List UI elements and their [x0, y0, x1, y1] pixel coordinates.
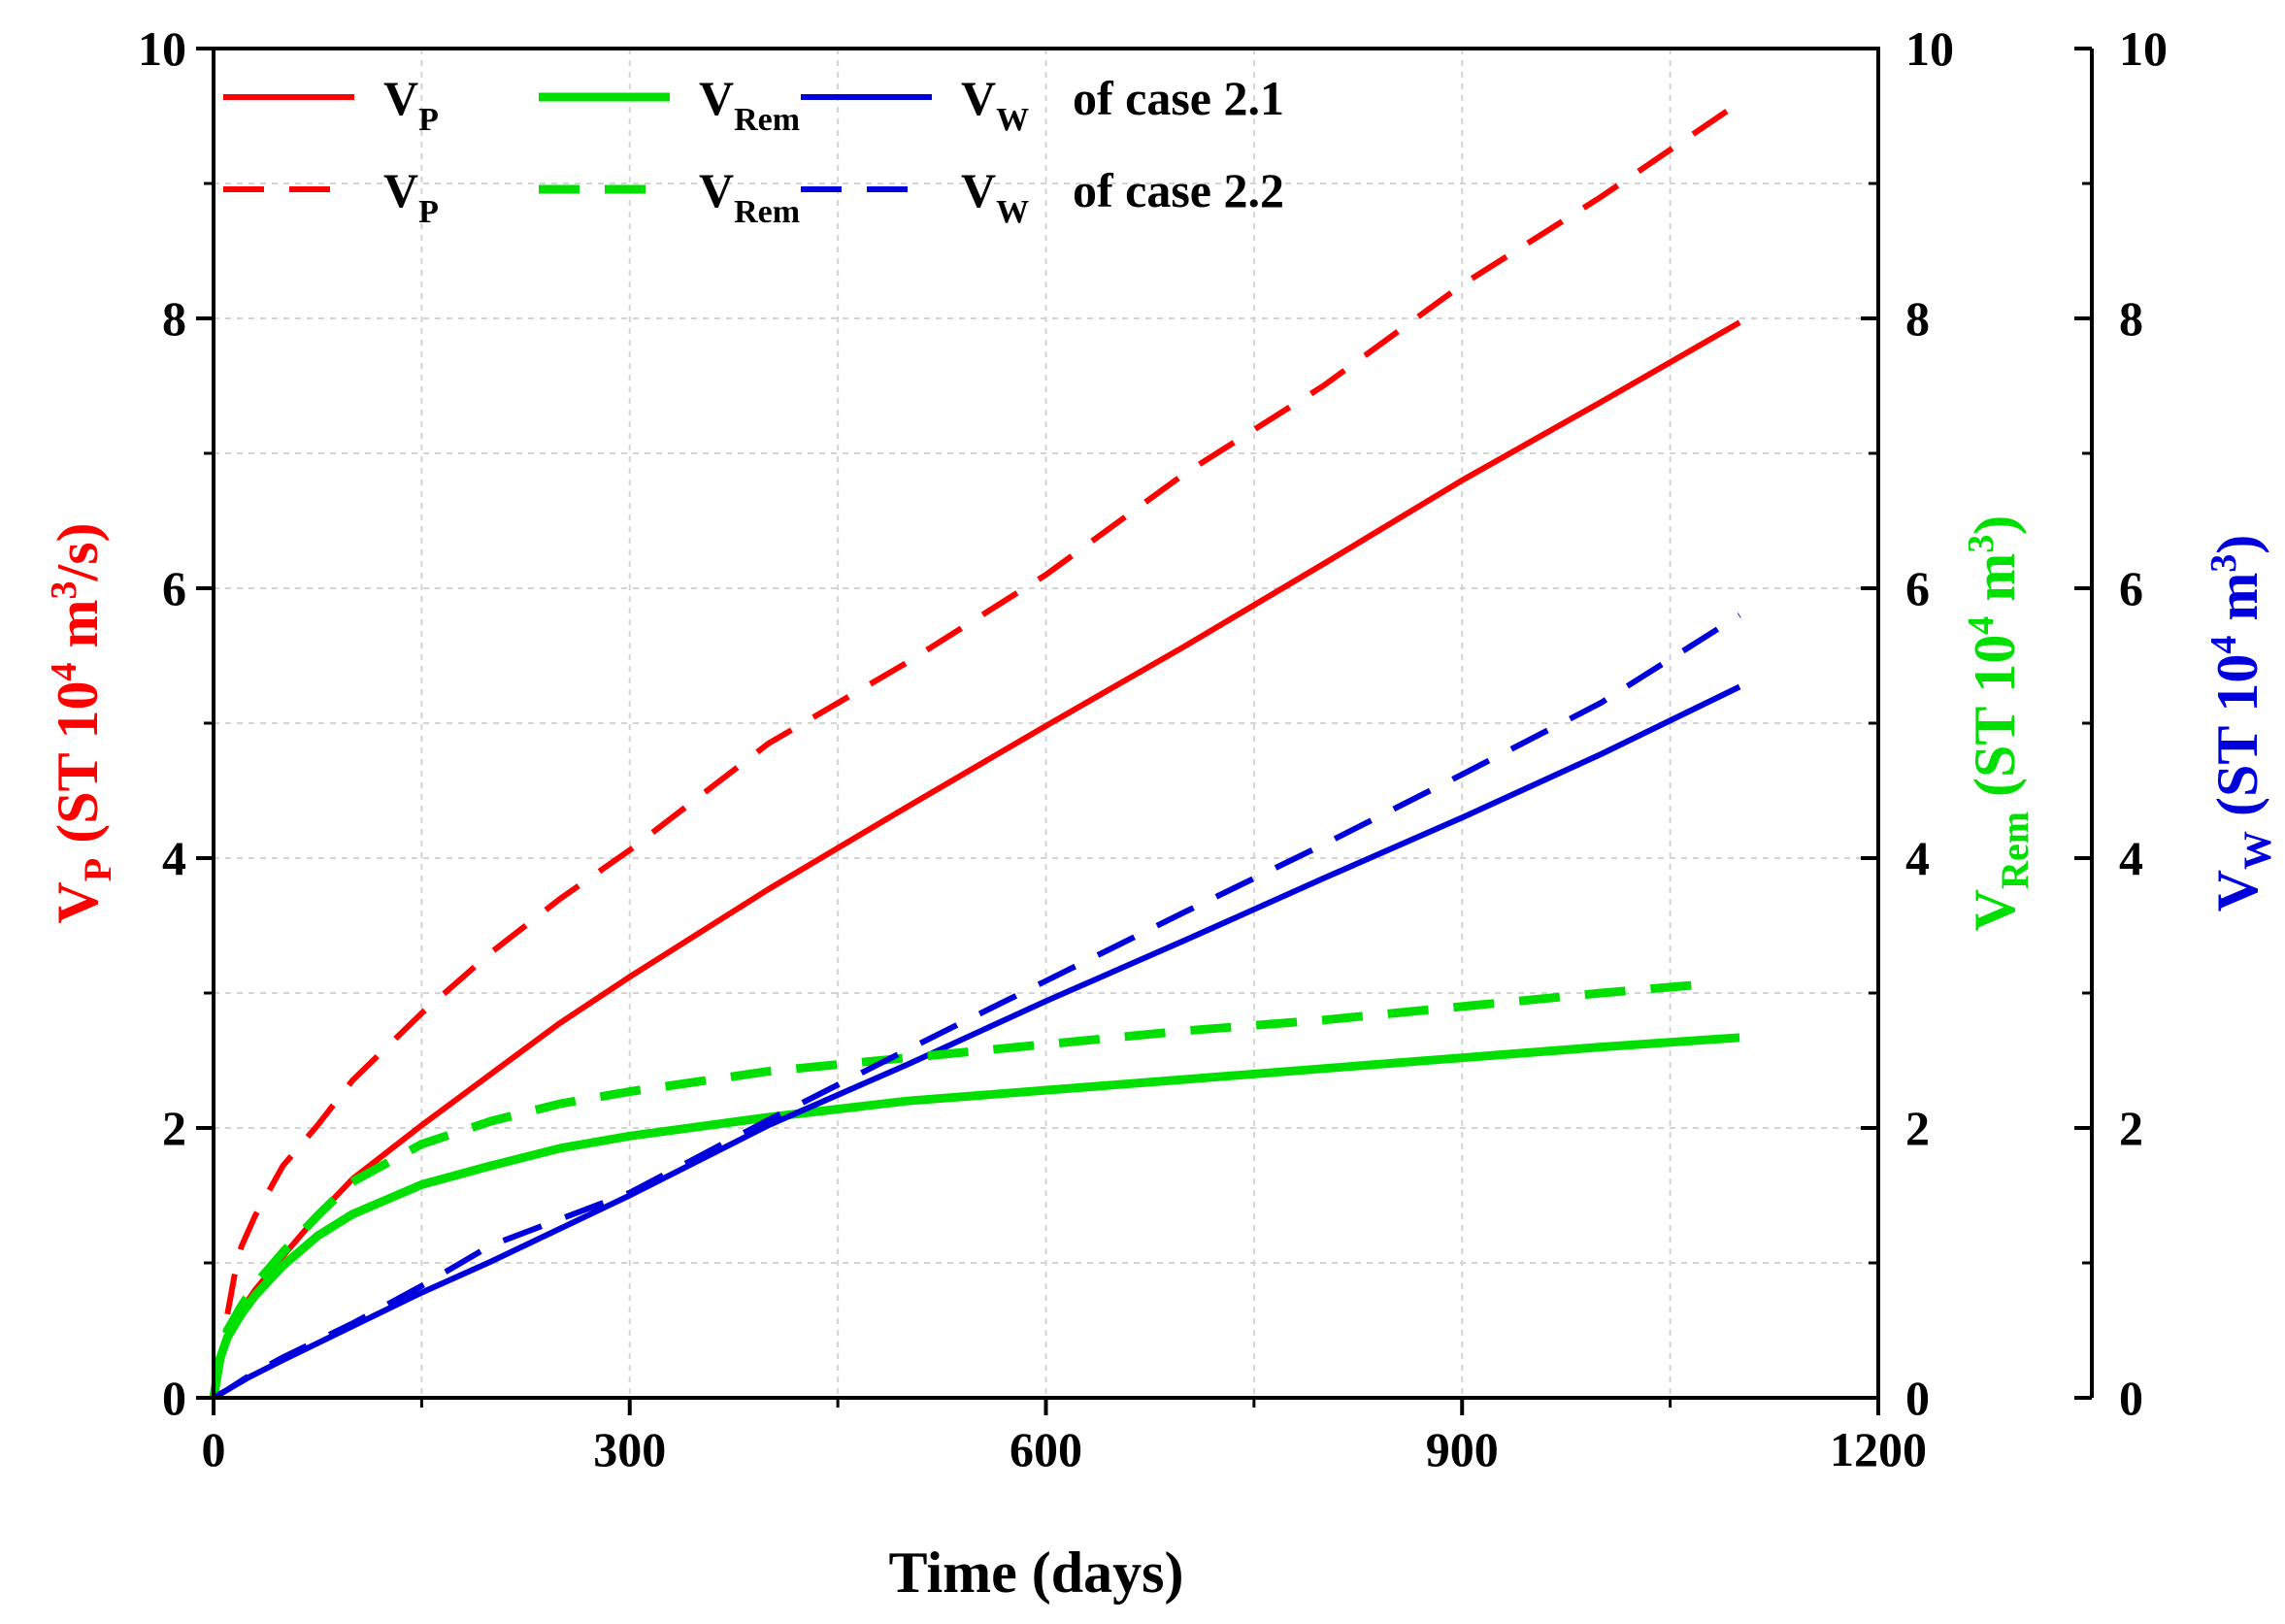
y-title-sub: W — [2235, 831, 2279, 870]
y-tick-label-vw: 8 — [2119, 291, 2143, 346]
y-tick-label-vw: 6 — [2119, 561, 2143, 615]
series-vrem-case-2-2 — [209, 978, 1712, 1399]
x-tick-label: 900 — [1426, 1422, 1499, 1476]
y-title-sup: 4 — [1961, 616, 2002, 635]
y-title-unit: m — [46, 599, 110, 662]
x-tick-label: 1200 — [1830, 1422, 1927, 1476]
legend-label: VW — [961, 71, 1029, 138]
y-title-unit: m — [1963, 553, 2027, 616]
y-title-sup: 4 — [2203, 636, 2244, 654]
legend-label: VRem — [699, 163, 800, 230]
legend-label-sub: Rem — [734, 194, 800, 230]
y-tick-label-vrem: 0 — [1905, 1371, 1930, 1425]
y-title-rest: (ST 10 — [1963, 635, 2027, 812]
y-title-rest: (ST 10 — [46, 680, 110, 857]
series-vp-case-2-1 — [211, 319, 1741, 1399]
legend-label-main: V — [383, 71, 418, 125]
y-tick-label-vw: 10 — [2119, 21, 2168, 76]
y-tick-label-vp: 6 — [162, 561, 186, 615]
y-title-main: V — [46, 881, 110, 923]
legend-label-main: V — [383, 163, 418, 217]
legend-label-main: V — [699, 71, 734, 125]
legend: VP VRem VW of case 2.1VP VRem VW of case 2.2 — [223, 71, 1284, 230]
y-axis-title-vp: VP (ST 104 m3/s) — [44, 522, 119, 923]
legend-label-sub: Rem — [734, 102, 800, 138]
legend-case-label: of case 2.2 — [1073, 163, 1284, 217]
legend-label-sub: P — [418, 194, 439, 230]
series-vrem-case-2-1 — [209, 1033, 1740, 1399]
y-tick-label-vrem: 2 — [1905, 1101, 1930, 1155]
x-tick-label: 300 — [593, 1422, 666, 1476]
y-tick-label-vp: 4 — [162, 831, 186, 885]
y-tick-label-vrem: 10 — [1905, 21, 1954, 76]
y-title-end: /s) — [46, 522, 110, 581]
y-title-sub: Rem — [1993, 812, 2037, 889]
y-title-main: V — [2205, 870, 2269, 911]
y-tick-label-vp: 8 — [162, 291, 186, 346]
y-title-end: ) — [2205, 535, 2269, 554]
series-vw-case-2-2 — [212, 613, 1741, 1401]
legend-label: VP — [383, 71, 439, 138]
series-lines — [209, 100, 1741, 1401]
y-title-unit: m — [2205, 573, 2269, 636]
y-title-sup2: 3 — [1961, 535, 2002, 553]
legend-label-sub: W — [996, 194, 1029, 230]
y-tick-label-vp: 0 — [162, 1371, 186, 1425]
y-tick-label-vrem: 6 — [1905, 561, 1930, 615]
legend-label-main: V — [699, 163, 734, 217]
legend-label: VP — [383, 163, 439, 230]
y-tick-label-vp: 10 — [138, 21, 186, 76]
y-title-rest: (ST 10 — [2205, 654, 2269, 831]
x-axis-title: Time (days) — [889, 1541, 1184, 1605]
legend-label-main: V — [961, 163, 996, 217]
y-title-main: V — [1963, 889, 2027, 931]
legend-label: VW — [961, 163, 1029, 230]
series-vw-case-2-1 — [212, 683, 1741, 1401]
y-title-sup: 4 — [44, 662, 84, 680]
y-title-end: ) — [1963, 515, 2027, 535]
legend-label: VRem — [699, 71, 800, 138]
x-tick-label: 600 — [1010, 1422, 1082, 1476]
y-tick-label-vw: 2 — [2119, 1101, 2143, 1155]
y-tick-label-vrem: 8 — [1905, 291, 1930, 346]
series-vp-case-2-2 — [224, 100, 1741, 1315]
legend-label-main: V — [961, 71, 996, 125]
y-title-sup2: 3 — [2203, 554, 2244, 573]
y-title-sup2: 3 — [44, 580, 84, 599]
y-axis-title-vrem: VRem (ST 104 m3) — [1961, 515, 2037, 932]
x-tick-label: 0 — [202, 1422, 226, 1476]
legend-case-label: of case 2.1 — [1073, 71, 1284, 125]
y-axis-title-vw: VW (ST 104 m3) — [2203, 535, 2279, 912]
y-tick-label-vw: 4 — [2119, 831, 2143, 885]
y-tick-label-vrem: 4 — [1905, 831, 1930, 885]
y-tick-label-vp: 2 — [162, 1101, 186, 1155]
y-title-sub: P — [76, 858, 119, 881]
legend-label-sub: W — [996, 102, 1029, 138]
y-tick-label-vw: 0 — [2119, 1371, 2143, 1425]
legend-label-sub: P — [418, 102, 439, 138]
